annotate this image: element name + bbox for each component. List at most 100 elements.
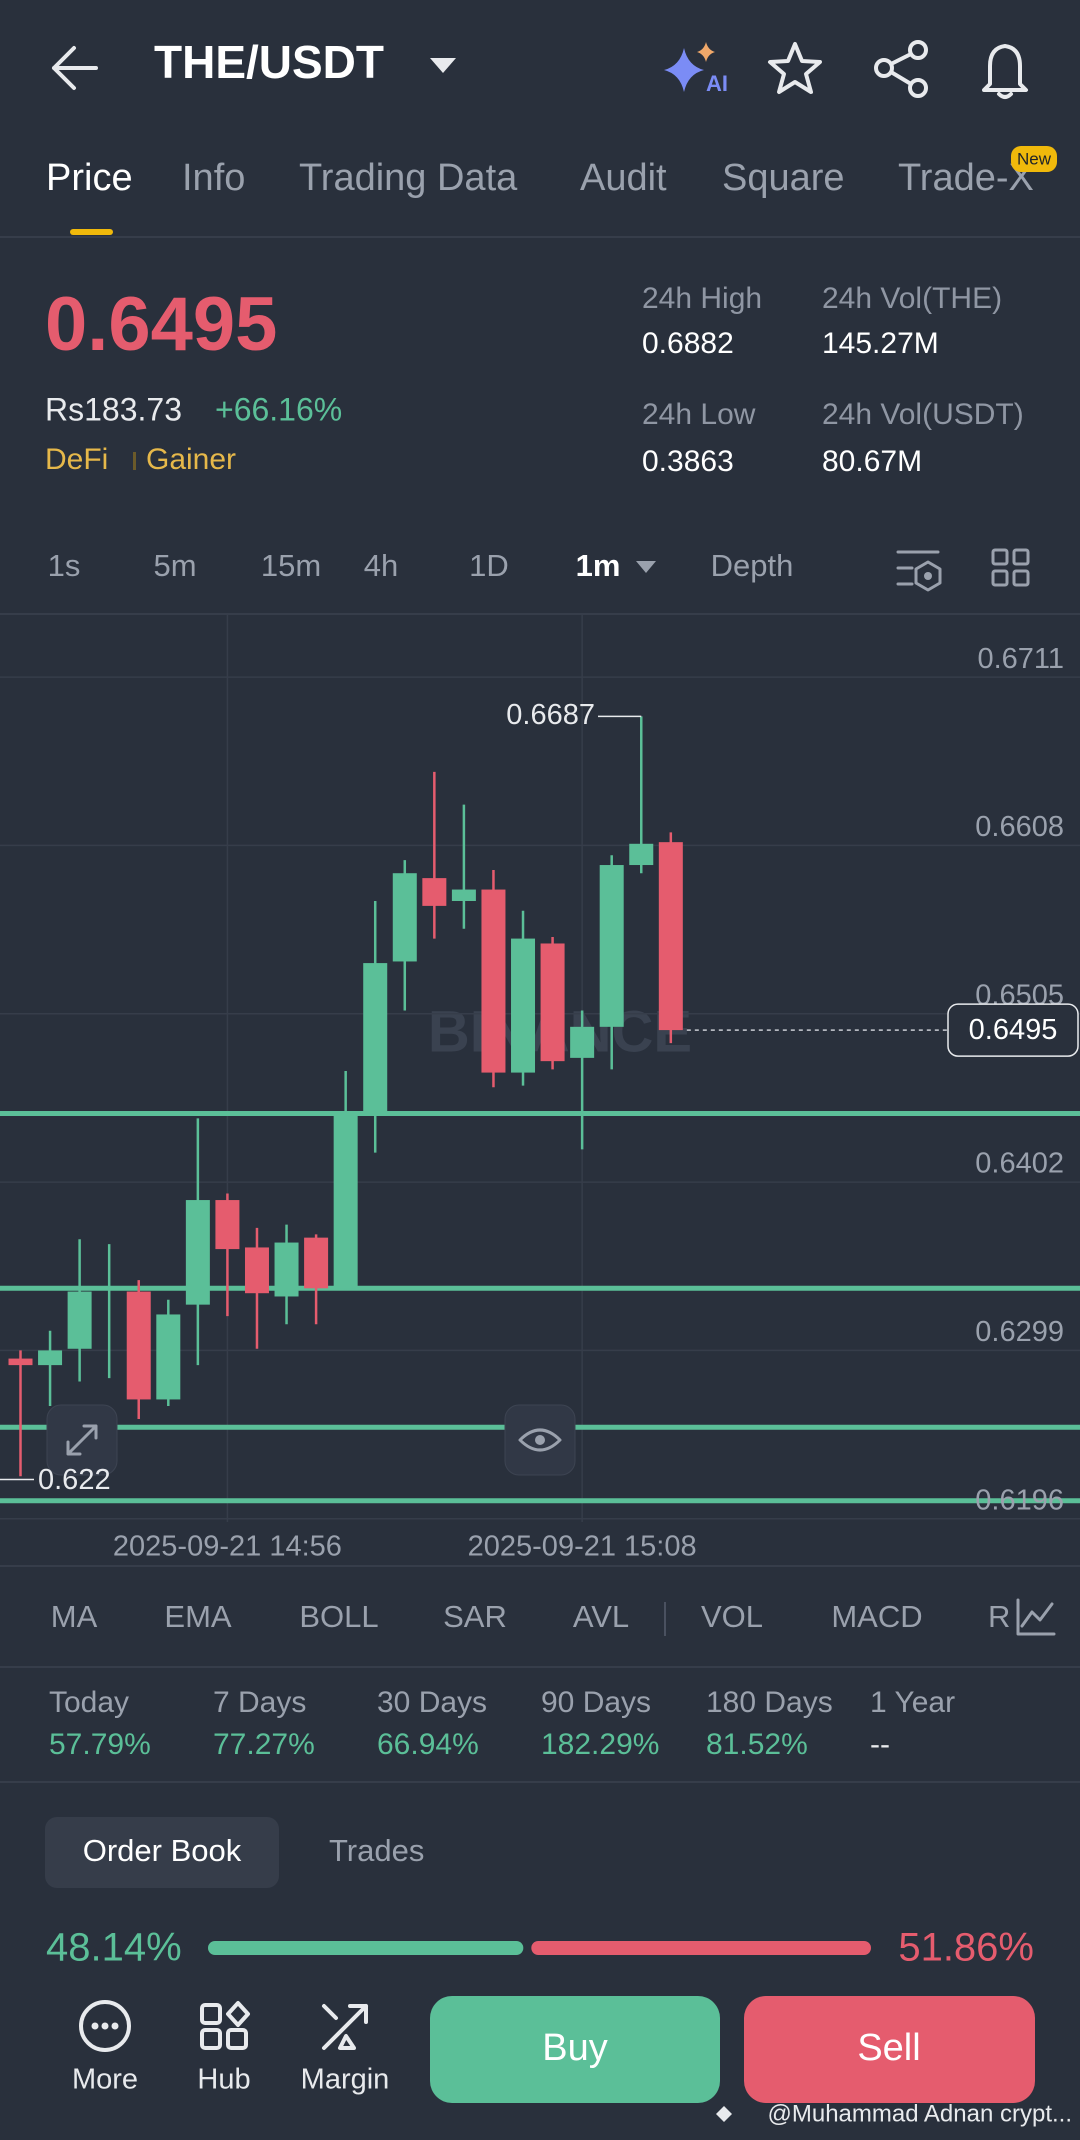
- buy-sell-ratio: 48.14% 51.86%: [46, 1926, 1034, 1970]
- pair-dropdown[interactable]: [430, 58, 456, 73]
- tab[interactable]: Info: [182, 157, 245, 199]
- candle-body: [38, 1350, 63, 1366]
- y-tick-label: 0.6711: [977, 643, 1064, 675]
- divider: [0, 613, 1080, 615]
- sell-button[interactable]: [744, 1996, 1035, 2103]
- expand-icon: [66, 1424, 98, 1456]
- y-tick-label: 0.6299: [975, 1316, 1064, 1348]
- tab[interactable]: Square: [722, 157, 845, 199]
- pair-title[interactable]: THE/USDT: [154, 36, 384, 88]
- candle-body: [392, 873, 417, 962]
- interval[interactable]: 1D: [469, 548, 509, 583]
- sell-ratio: 51.86%: [898, 1926, 1034, 1970]
- interval-dropdown[interactable]: [636, 561, 656, 573]
- trades-tab[interactable]: Trades: [329, 1833, 424, 1868]
- candle-body: [126, 1291, 151, 1400]
- share-button[interactable]: [874, 40, 928, 98]
- candle-body: [244, 1247, 269, 1294]
- interval[interactable]: 5m: [153, 548, 196, 583]
- stat-value: 0.3863: [642, 445, 734, 478]
- divider: [0, 1781, 1080, 1783]
- interval[interactable]: Depth: [711, 548, 794, 583]
- more-button[interactable]: More: [72, 2000, 138, 2096]
- visibility-button[interactable]: [504, 1404, 576, 1476]
- interval[interactable]: 1s: [48, 548, 81, 583]
- stat-value: 145.27M: [822, 327, 939, 360]
- tab[interactable]: Audit: [580, 157, 667, 199]
- interval[interactable]: 1m: [576, 548, 621, 583]
- alert-button[interactable]: [982, 44, 1028, 99]
- indicator[interactable]: MACD: [831, 1599, 922, 1634]
- hub-cell: [226, 2028, 248, 2050]
- candle-body: [451, 889, 476, 901]
- buy-button[interactable]: [430, 1996, 720, 2103]
- indicator[interactable]: R: [988, 1599, 1010, 1634]
- favorite-button[interactable]: [768, 42, 822, 94]
- period-change: 66.94%: [377, 1728, 479, 1761]
- candlestick-chart[interactable]: BINANCE: [0, 615, 1080, 1522]
- candle-body: [215, 1200, 240, 1250]
- margin-button[interactable]: Margin: [301, 2004, 390, 2096]
- buy-label: Buy: [542, 2027, 607, 2069]
- candle-body: [274, 1242, 299, 1297]
- stat-label: 24h Vol(THE): [822, 282, 1002, 315]
- indicator-separator: [664, 1602, 666, 1636]
- stat-label: 24h High: [642, 282, 762, 315]
- hub-cell: [200, 2003, 222, 2025]
- tab[interactable]: Trading Data: [299, 157, 518, 199]
- new-badge-label: New: [1017, 149, 1052, 168]
- high-label: 0.6687: [506, 699, 595, 731]
- candle-body: [570, 1026, 595, 1058]
- indicator[interactable]: BOLL: [299, 1599, 378, 1634]
- back-icon: [52, 46, 98, 90]
- candle-body: [185, 1200, 210, 1305]
- x-tick-label: 2025-09-21 14:56: [113, 1531, 342, 1563]
- period-change: 182.29%: [541, 1728, 659, 1761]
- fullscreen-button[interactable]: [46, 1404, 118, 1476]
- last-price-box: [947, 1003, 1079, 1057]
- layout-button[interactable]: [991, 548, 1030, 587]
- stat-label: 24h Vol(USDT): [822, 398, 1024, 431]
- grid-cell: [991, 569, 1009, 587]
- period-label: 30 Days: [377, 1686, 487, 1719]
- dot: [91, 2022, 99, 2030]
- indicator[interactable]: SAR: [443, 1599, 507, 1634]
- tag-separator: [133, 452, 136, 470]
- indicator[interactable]: EMA: [164, 1599, 232, 1634]
- period-label: 7 Days: [213, 1686, 306, 1719]
- period-change: 81.52%: [706, 1728, 808, 1761]
- period-label: Today: [49, 1686, 129, 1719]
- watermark-logo: [716, 2106, 732, 2122]
- indicator-bar: MA EMA BOLL SAR AVL VOL MACD R: [51, 1599, 1011, 1634]
- settings-lines: [896, 550, 940, 586]
- period-label: 90 Days: [541, 1686, 651, 1719]
- indicator-settings[interactable]: [1016, 1598, 1056, 1636]
- order-book-tab[interactable]: Order Book: [83, 1833, 242, 1868]
- active-tab-indicator: [70, 229, 113, 235]
- dot: [101, 2022, 109, 2030]
- hub-button[interactable]: Hub: [197, 2001, 251, 2096]
- candle-body: [333, 1113, 358, 1289]
- interval[interactable]: 15m: [261, 548, 321, 583]
- interval[interactable]: 4h: [364, 548, 398, 583]
- stat-value: 80.67M: [822, 445, 922, 478]
- sell-label: Sell: [857, 2027, 920, 2069]
- chart-settings-button[interactable]: [896, 550, 942, 592]
- tab[interactable]: Price: [46, 157, 133, 199]
- tag[interactable]: Gainer: [146, 443, 236, 476]
- period-label: 180 Days: [706, 1686, 833, 1719]
- sparkle-small: [697, 42, 715, 62]
- candle-body: [658, 842, 683, 1031]
- active-tab-bg: [45, 1817, 279, 1888]
- back-button[interactable]: [52, 46, 98, 90]
- candle-body: [481, 889, 506, 1073]
- candle-body: [629, 843, 654, 866]
- indicator[interactable]: VOL: [701, 1599, 763, 1634]
- tag[interactable]: DeFi: [45, 443, 108, 476]
- divider: [0, 1565, 1080, 1567]
- indicator[interactable]: AVL: [573, 1599, 629, 1634]
- ai-button[interactable]: AI: [664, 42, 728, 96]
- indicator[interactable]: MA: [51, 1599, 98, 1634]
